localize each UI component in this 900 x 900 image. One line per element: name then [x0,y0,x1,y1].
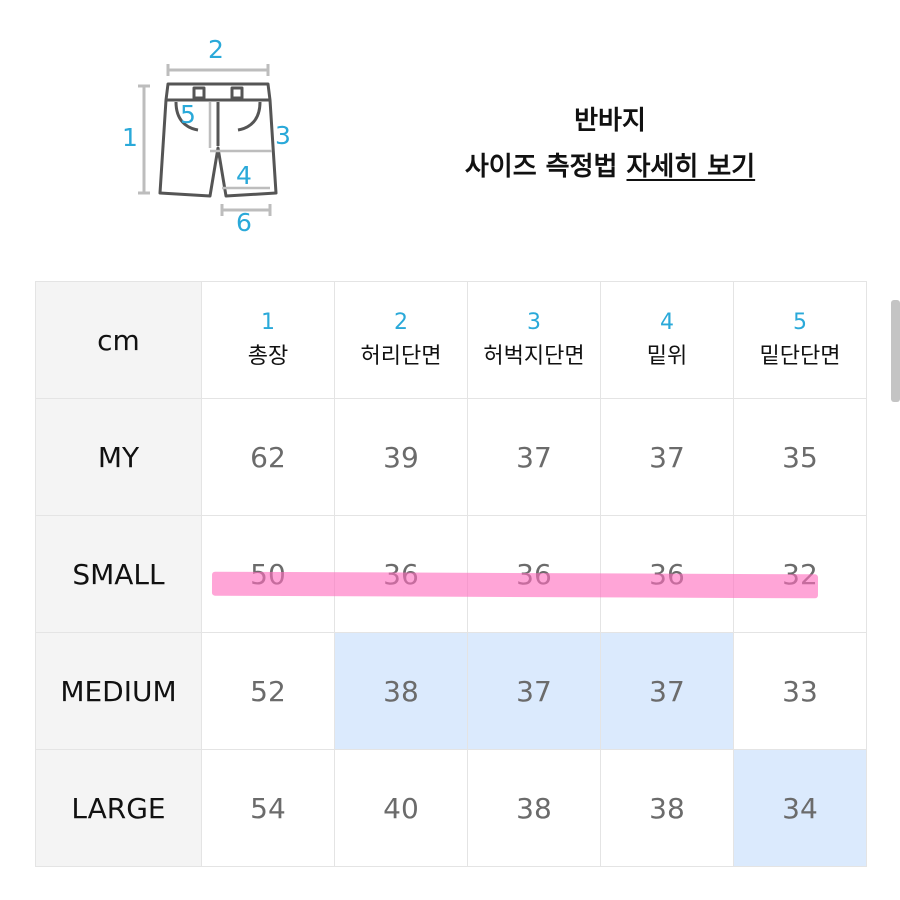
scrollbar-thumb[interactable] [891,300,900,402]
diagram-label-5: 5 [180,100,196,129]
column-label: 밑단단면 [759,344,841,369]
diagram-label-6: 6 [236,208,252,237]
row-size-label: MEDIUM [35,632,202,750]
measurement-guide-text: 사이즈 측정법 [464,152,627,182]
diagram-label-4: 4 [236,161,252,190]
highlighted-table-cell: 37 [467,632,601,750]
column-header-4: 4 밑위 [600,281,734,399]
row-size-label: MY [35,398,202,516]
product-type-title: 반바지 [574,106,646,136]
highlighted-table-cell: 38 [334,632,468,750]
column-label: 허벅지단면 [483,344,585,369]
table-header-row: cm 1 총장 2 허리단면 3 허벅지단면 4 밑위 5 밑단단면 [35,281,867,399]
shorts-measurement-icon: 2 1 5 3 4 6 [110,28,310,243]
unit-label: cm [35,281,202,399]
diagram-label-2: 2 [208,35,224,64]
table-cell: 33 [733,632,867,750]
table-cell: 37 [600,398,734,516]
column-number: 2 [394,310,408,335]
row-size-label: LARGE [35,749,202,867]
column-number: 1 [261,310,275,335]
measurement-guide-line: 사이즈 측정법 자세히 보기 [410,144,810,190]
table-cell: 37 [467,398,601,516]
view-details-link[interactable]: 자세히 보기 [626,152,756,182]
column-label: 허리단면 [360,344,442,369]
table-cell: 40 [334,749,468,867]
column-number: 3 [527,310,541,335]
column-number: 4 [660,310,674,335]
diagram-label-1: 1 [122,123,138,152]
table-row-medium: MEDIUM 52 38 37 37 33 [35,632,867,750]
highlighted-table-cell: 34 [733,749,867,867]
size-guide-heading: 반바지 사이즈 측정법 자세히 보기 [410,98,810,190]
table-row-my: MY 62 39 37 37 35 [35,398,867,516]
column-header-2: 2 허리단면 [334,281,468,399]
table-cell: 52 [201,632,335,750]
column-number: 5 [793,310,807,335]
table-row-large: LARGE 54 40 38 38 34 [35,749,867,867]
table-cell: 38 [600,749,734,867]
column-label: 총장 [247,344,289,369]
diagram-label-3: 3 [275,121,291,150]
table-cell: 39 [334,398,468,516]
table-cell: 38 [467,749,601,867]
column-header-3: 3 허벅지단면 [467,281,601,399]
highlighted-table-cell: 37 [600,632,734,750]
highlighter-mark [211,571,819,599]
column-header-1: 1 총장 [201,281,335,399]
column-label: 밑위 [646,344,688,369]
table-cell: 35 [733,398,867,516]
column-header-5: 5 밑단단면 [733,281,867,399]
row-size-label: SMALL [35,515,202,633]
table-cell: 62 [201,398,335,516]
table-cell: 54 [201,749,335,867]
